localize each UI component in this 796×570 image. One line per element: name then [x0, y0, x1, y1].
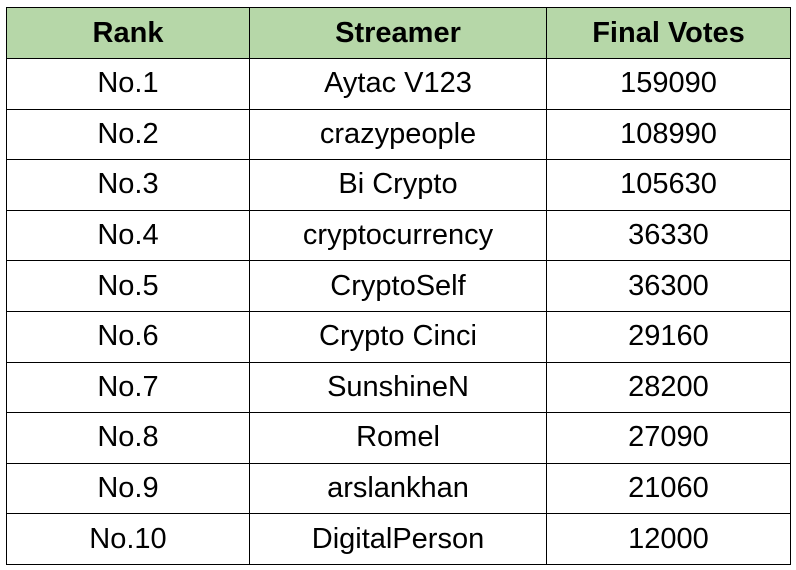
votes-cell: 159090 [546, 58, 791, 110]
table-row: No.10 DigitalPerson 12000 [6, 513, 791, 565]
rank-cell: No.1 [6, 58, 250, 110]
rank-cell: No.4 [6, 209, 250, 262]
table-row: No.1 Aytac V123 159090 [6, 58, 791, 110]
streamer-cell: Romel [249, 412, 547, 464]
streamer-cell: DigitalPerson [249, 513, 547, 565]
table-row: No.5 CryptoSelf 36300 [6, 260, 791, 312]
streamer-cell: SunshineN [249, 361, 547, 414]
votes-cell: 105630 [546, 159, 791, 211]
streamer-cell: crazypeople [249, 108, 547, 161]
header-streamer: Streamer [249, 7, 547, 59]
streamer-cell: Aytac V123 [249, 58, 547, 110]
rank-cell: No.9 [6, 462, 250, 515]
streamer-cell: Crypto Cinci [249, 310, 547, 363]
votes-cell: 21060 [546, 462, 791, 515]
streamer-cell: Bi Crypto [249, 159, 547, 211]
votes-cell: 29160 [546, 310, 791, 363]
table-row: No.9 arslankhan 21060 [6, 462, 791, 515]
header-rank: Rank [6, 7, 250, 59]
leaderboard-table: Rank Streamer Final Votes No.1 Aytac V12… [6, 7, 791, 565]
rank-cell: No.10 [6, 513, 250, 565]
header-final-votes: Final Votes [546, 7, 791, 59]
streamer-cell: arslankhan [249, 462, 547, 515]
rank-cell: No.2 [6, 108, 250, 161]
table-row: No.4 cryptocurrency 36330 [6, 209, 791, 262]
table-header-row: Rank Streamer Final Votes [6, 7, 791, 59]
votes-cell: 28200 [546, 361, 791, 414]
votes-cell: 27090 [546, 412, 791, 464]
rank-cell: No.7 [6, 361, 250, 414]
votes-cell: 36330 [546, 209, 791, 262]
votes-cell: 36300 [546, 260, 791, 312]
rank-cell: No.6 [6, 310, 250, 363]
leaderboard-table-container: Rank Streamer Final Votes No.1 Aytac V12… [6, 7, 791, 565]
rank-cell: No.3 [6, 159, 250, 211]
table-row: No.8 Romel 27090 [6, 412, 791, 464]
votes-cell: 108990 [546, 108, 791, 161]
rank-cell: No.8 [6, 412, 250, 464]
streamer-cell: CryptoSelf [249, 260, 547, 312]
table-row: No.6 Crypto Cinci 29160 [6, 310, 791, 363]
rank-cell: No.5 [6, 260, 250, 312]
table-row: No.7 SunshineN 28200 [6, 361, 791, 414]
table-row: No.2 crazypeople 108990 [6, 108, 791, 161]
streamer-cell: cryptocurrency [249, 209, 547, 262]
votes-cell: 12000 [546, 513, 791, 565]
table-row: No.3 Bi Crypto 105630 [6, 159, 791, 211]
